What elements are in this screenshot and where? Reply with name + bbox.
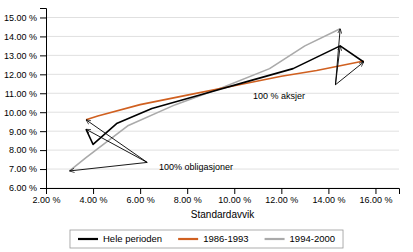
grid [46, 17, 399, 188]
tick-label: 12.00 % [265, 195, 298, 205]
tick: 8.00 % [9, 145, 46, 155]
tick: 9.00 % [9, 127, 46, 137]
legend-item: 1986-1993 [178, 233, 248, 244]
tick-mark [40, 93, 46, 94]
legend-item: 1994-2000 [265, 233, 335, 244]
y-axis: 6.00 % 7.00 % 8.00 % 9.00 % 10.00 % 11.00 % 12… [4, 9, 47, 194]
legend-box [70, 230, 343, 248]
tick: 10.00 % [4, 108, 46, 118]
tick-label: 10.00 % [218, 195, 251, 205]
tick-label: 10.00 % [4, 108, 37, 118]
annotation-arrow [335, 62, 363, 85]
tick-label: 2.00 % [32, 195, 60, 205]
annotation: 100 % aksjer [253, 91, 305, 101]
tick: 14.00 % [312, 188, 345, 205]
axis-line [40, 9, 47, 189]
tick-label: 13.00 % [4, 51, 37, 61]
series-line [70, 29, 341, 171]
x-axis: 2.00 % 4.00 % 6.00 % 8.00 % 10.00 % 12.00 % 14… [32, 188, 399, 205]
tick-mark [40, 112, 46, 113]
annotation-arrow [86, 120, 147, 163]
grid-line [46, 55, 399, 56]
tick-label: 14.00 % [312, 195, 345, 205]
legend: Hele perioden 1986-1993 1994-2000 [70, 230, 343, 248]
grid-line [46, 93, 399, 94]
axis-line [47, 189, 400, 195]
tick-label: 11.00 % [5, 89, 37, 99]
grid-line [46, 131, 399, 132]
tick-mark [40, 188, 46, 189]
tick-mark [40, 17, 46, 18]
tick-mark [187, 188, 188, 194]
legend-label: Hele perioden [103, 233, 162, 244]
tick-label: 8.00 % [9, 145, 37, 155]
tick-label: 4.00 % [80, 195, 108, 205]
legend-label: 1986-1993 [203, 233, 248, 244]
tick-mark [40, 131, 46, 132]
tick-label: 8.00 % [174, 195, 202, 205]
tick-mark [93, 188, 94, 194]
tick-label: 6.00 % [127, 195, 155, 205]
tick-label: 14.00 % [4, 32, 37, 42]
tick-label: 12.00 % [4, 70, 37, 80]
grid-line [46, 112, 399, 113]
tick-mark [40, 150, 46, 151]
chart: 2.00 % 4.00 % 6.00 % 8.00 % 10.00 % 12.00 % 14… [0, 0, 413, 252]
tick-mark [40, 55, 46, 56]
tick: 12.00 % [4, 70, 46, 80]
tick-mark [234, 188, 235, 194]
tick: 6.00 % [9, 183, 46, 193]
tick-label: 9.00 % [9, 127, 37, 137]
tick-mark [375, 188, 376, 194]
tick: 13.00 % [4, 51, 46, 61]
series-line [86, 61, 364, 120]
annotation-arrow [86, 129, 147, 162]
tick-label: 6.00 % [9, 183, 37, 193]
legend-item: Hele perioden [78, 233, 162, 244]
tick-mark [40, 36, 46, 37]
tick: 8.00 % [174, 188, 202, 205]
tick-mark [281, 188, 282, 194]
tick: 15.00 % [4, 13, 46, 23]
grid-line [46, 36, 399, 37]
tick-mark [40, 169, 46, 170]
plot: 2.00 % 4.00 % 6.00 % 8.00 % 10.00 % 12.00 % 14… [4, 9, 400, 206]
tick: 4.00 % [80, 188, 108, 205]
tick-mark [328, 188, 329, 194]
tick: 12.00 % [265, 188, 298, 205]
legend-label: 1994-2000 [290, 233, 335, 244]
tick: 14.00 % [4, 32, 46, 42]
tick-label: 15.00 % [4, 13, 37, 23]
series-line [86, 46, 364, 145]
tick: 11.00 % [5, 89, 46, 99]
annotation: 100% obligasjoner [159, 162, 233, 172]
tick-label: 7.00 % [9, 164, 37, 174]
tick-mark [40, 74, 46, 75]
legend-swatch [78, 238, 98, 240]
tick: 10.00 % [218, 188, 251, 205]
grid-line [46, 74, 399, 75]
x-axis-title: Standardavvik [191, 209, 255, 220]
annotations: 100% obligasjoner 100 % aksjer [70, 29, 364, 173]
annotation-arrow [335, 29, 340, 85]
legend-swatch [178, 238, 198, 240]
tick: 6.00 % [127, 188, 155, 205]
annotation-arrow [70, 162, 148, 171]
tick: 7.00 % [9, 164, 46, 174]
grid-line [46, 17, 399, 18]
tick: 16.00 % [359, 188, 392, 205]
tick-mark [140, 188, 141, 194]
tick-label: 16.00 % [359, 195, 392, 205]
legend-swatch [265, 238, 285, 240]
lines [70, 29, 364, 171]
grid-line [46, 150, 399, 151]
